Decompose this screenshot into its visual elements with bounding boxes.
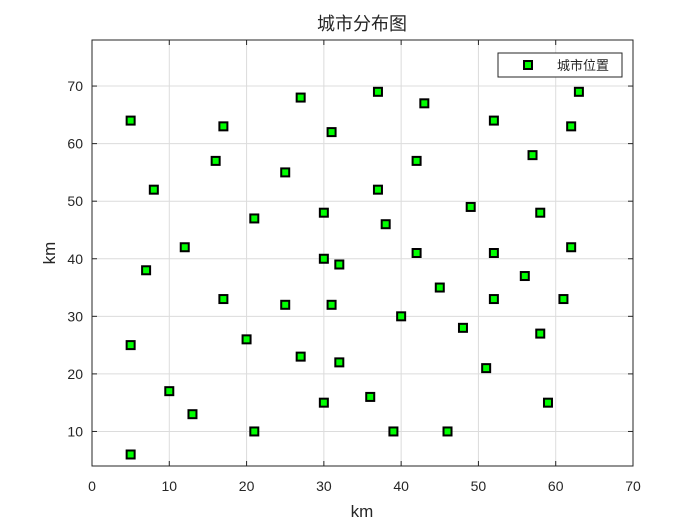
data-point bbox=[488, 248, 499, 258]
x-tick-label: 0 bbox=[88, 478, 96, 494]
data-point bbox=[558, 294, 569, 305]
legend-label: 城市位置 bbox=[557, 58, 609, 74]
chart-title: 城市分布图 bbox=[317, 14, 407, 35]
data-point bbox=[295, 351, 306, 362]
data-point bbox=[380, 219, 391, 230]
data-point bbox=[372, 86, 383, 97]
data-point bbox=[573, 86, 584, 97]
data-point bbox=[388, 426, 399, 437]
x-axis-title: km bbox=[351, 502, 374, 521]
data-points bbox=[125, 86, 584, 460]
data-point bbox=[372, 184, 383, 195]
x-tick-label: 60 bbox=[548, 478, 564, 494]
data-point bbox=[241, 334, 252, 345]
data-point bbox=[249, 213, 260, 224]
data-point bbox=[411, 155, 422, 166]
x-tick-label: 70 bbox=[625, 478, 641, 494]
data-point bbox=[295, 92, 306, 103]
data-point bbox=[187, 409, 198, 420]
y-tick-label: 10 bbox=[67, 423, 83, 439]
y-tick-label: 30 bbox=[67, 308, 83, 324]
data-point bbox=[148, 184, 159, 195]
legend-marker bbox=[523, 60, 533, 70]
data-point bbox=[566, 242, 577, 253]
data-point bbox=[125, 115, 136, 126]
data-point bbox=[141, 265, 152, 276]
data-point bbox=[249, 426, 260, 437]
y-tick-label: 50 bbox=[67, 193, 83, 209]
data-point bbox=[280, 299, 291, 310]
data-point bbox=[519, 271, 530, 282]
data-point bbox=[481, 363, 492, 374]
legend: 城市位置 bbox=[497, 52, 623, 78]
y-tick-label: 70 bbox=[67, 78, 83, 94]
plot-frame bbox=[91, 39, 634, 467]
data-point bbox=[125, 449, 136, 460]
data-point bbox=[488, 294, 499, 305]
data-point bbox=[542, 397, 553, 408]
y-tick-label: 60 bbox=[67, 136, 83, 152]
data-point bbox=[280, 167, 291, 178]
data-point bbox=[535, 328, 546, 339]
data-point bbox=[419, 98, 430, 109]
y-tick-label: 20 bbox=[67, 366, 83, 382]
data-point bbox=[411, 248, 422, 258]
legend-box bbox=[497, 52, 623, 78]
x-tick-label: 30 bbox=[316, 478, 332, 494]
data-point bbox=[318, 207, 329, 218]
data-point bbox=[318, 253, 329, 264]
data-point bbox=[125, 340, 136, 351]
data-point bbox=[318, 397, 329, 408]
data-point bbox=[218, 121, 229, 132]
data-point bbox=[527, 150, 538, 161]
data-point bbox=[326, 127, 337, 138]
x-tick-label: 50 bbox=[471, 478, 487, 494]
data-point bbox=[164, 386, 175, 397]
data-point bbox=[465, 201, 476, 212]
data-point bbox=[326, 299, 337, 310]
data-point bbox=[218, 294, 229, 305]
data-point bbox=[535, 207, 546, 218]
data-point bbox=[210, 155, 221, 166]
data-point bbox=[488, 115, 499, 126]
x-tick-label: 40 bbox=[393, 478, 409, 494]
data-point bbox=[442, 426, 453, 437]
data-point bbox=[566, 121, 577, 132]
data-point bbox=[179, 242, 190, 253]
plot-area bbox=[92, 40, 633, 466]
data-point bbox=[457, 322, 468, 333]
x-tick-label: 20 bbox=[239, 478, 255, 494]
data-point bbox=[334, 259, 345, 270]
data-point bbox=[334, 357, 345, 368]
y-tick-label: 40 bbox=[67, 251, 83, 267]
x-tick-label: 10 bbox=[161, 478, 177, 494]
data-point bbox=[396, 311, 407, 322]
data-point bbox=[365, 391, 376, 402]
y-axis-title: km bbox=[40, 242, 59, 265]
axis-ticks: 0 10 20 30 40 50 60 70 10 20 30 40 50 60 70 bbox=[67, 40, 641, 494]
data-point bbox=[434, 282, 445, 293]
